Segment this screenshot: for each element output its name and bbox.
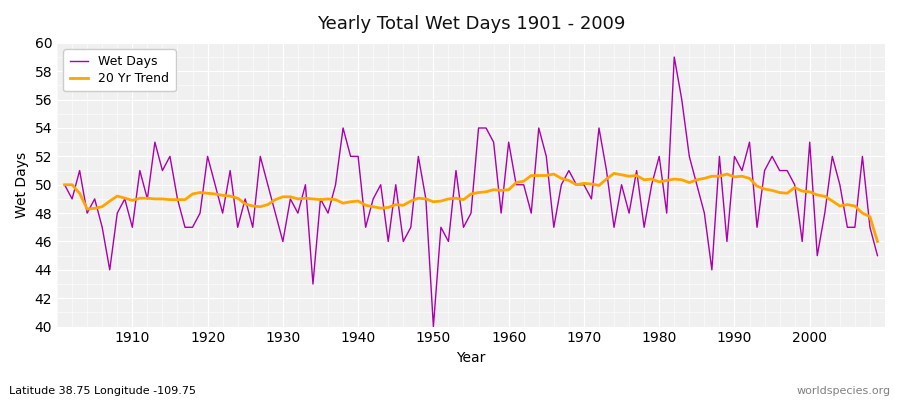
Legend: Wet Days, 20 Yr Trend: Wet Days, 20 Yr Trend <box>63 49 176 91</box>
Text: worldspecies.org: worldspecies.org <box>796 386 891 396</box>
20 Yr Trend <box>120 196 130 200</box>
Wet Days <box>330 182 341 187</box>
Wet Days <box>120 196 130 201</box>
Wet Days <box>669 55 680 60</box>
Wet Days <box>503 140 514 144</box>
X-axis label: Year: Year <box>456 351 486 365</box>
Wet Days <box>285 196 296 201</box>
Line: 20 Yr Trend: 20 Yr Trend <box>65 173 878 242</box>
Wet Days <box>511 182 522 187</box>
20 Yr Trend <box>503 187 514 192</box>
Wet Days <box>428 324 439 329</box>
20 Yr Trend <box>285 194 296 199</box>
20 Yr Trend <box>608 171 619 176</box>
Text: Latitude 38.75 Longitude -109.75: Latitude 38.75 Longitude -109.75 <box>9 386 196 396</box>
Line: Wet Days: Wet Days <box>65 57 878 326</box>
20 Yr Trend <box>594 183 605 188</box>
Title: Yearly Total Wet Days 1901 - 2009: Yearly Total Wet Days 1901 - 2009 <box>317 15 626 33</box>
Y-axis label: Wet Days: Wet Days <box>15 152 29 218</box>
20 Yr Trend <box>330 197 341 202</box>
20 Yr Trend <box>496 188 507 193</box>
20 Yr Trend <box>872 239 883 244</box>
Wet Days <box>59 182 70 187</box>
Wet Days <box>601 168 612 173</box>
20 Yr Trend <box>59 182 70 187</box>
Wet Days <box>872 253 883 258</box>
